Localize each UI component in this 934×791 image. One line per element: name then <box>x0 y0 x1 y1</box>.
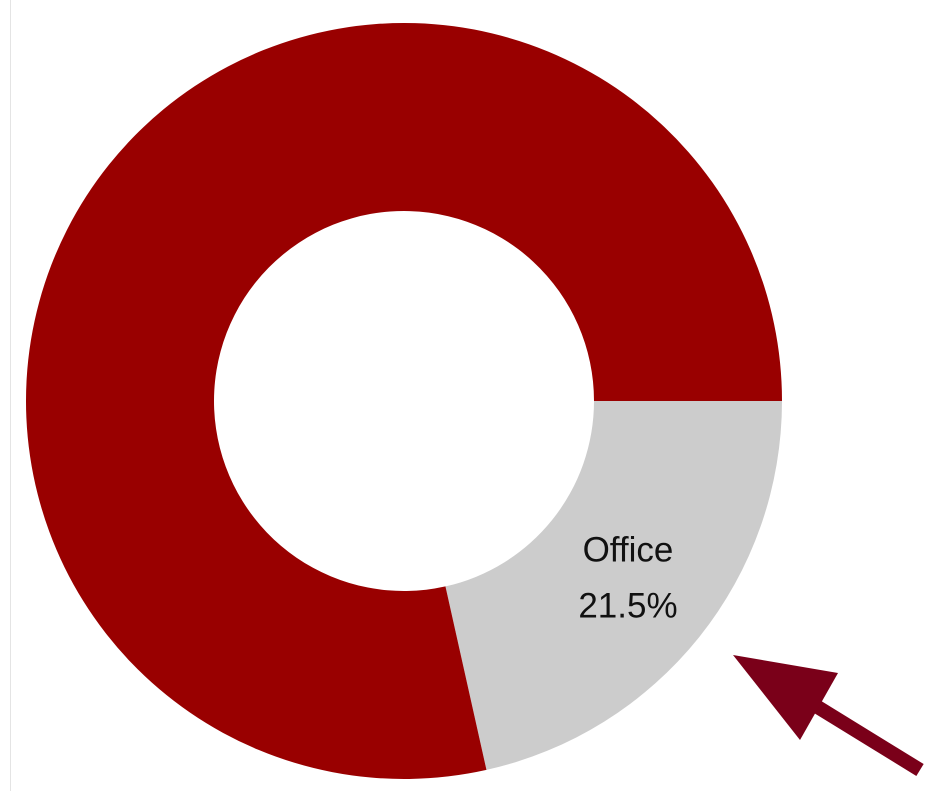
slice-value-label: 21.5% <box>578 587 677 626</box>
arrow <box>733 655 924 776</box>
arrow-head <box>733 655 838 740</box>
pie-slice <box>445 401 782 770</box>
slice-label: Office <box>583 531 674 570</box>
pie-slice <box>25 22 782 780</box>
